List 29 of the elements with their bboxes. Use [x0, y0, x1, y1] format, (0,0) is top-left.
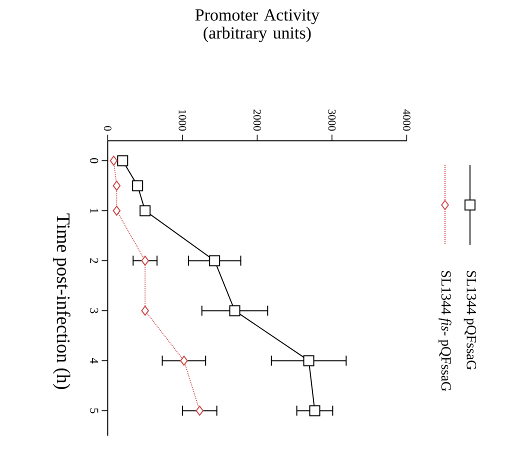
y-tick-label: 4: [90, 358, 98, 364]
point: [309, 405, 320, 416]
point: [196, 406, 204, 416]
point: [303, 355, 314, 366]
point: [112, 206, 121, 216]
y-tick-label: 0: [90, 158, 98, 164]
point: [141, 256, 149, 266]
point: [117, 155, 128, 166]
x-axis-title: Promoter Activity (arbitrary units): [195, 9, 320, 42]
x-tick-label: 0: [104, 126, 112, 131]
point: [141, 306, 149, 316]
x-tick-label: 1000: [178, 110, 186, 131]
point: [132, 180, 144, 192]
point: [229, 305, 240, 316]
x-tick-label: 4000: [402, 109, 410, 131]
text: SL1344 pQFssaG: [464, 271, 476, 370]
y-axis-title: Time post-infection (h): [52, 214, 70, 389]
point: [180, 356, 188, 366]
x-tick-label: 3000: [328, 110, 336, 131]
point: [209, 255, 220, 266]
y-tick-label: 2: [90, 258, 98, 264]
y-tick-label: 5: [90, 408, 98, 414]
text: SL1344 fis- pQFssaG: [438, 271, 452, 392]
y-tick-label: 3: [90, 308, 98, 314]
point: [140, 205, 151, 216]
point: [110, 156, 118, 166]
point: [112, 180, 121, 191]
y-tick-label: 1: [90, 208, 98, 213]
x-tick-label: 2000: [253, 110, 261, 131]
